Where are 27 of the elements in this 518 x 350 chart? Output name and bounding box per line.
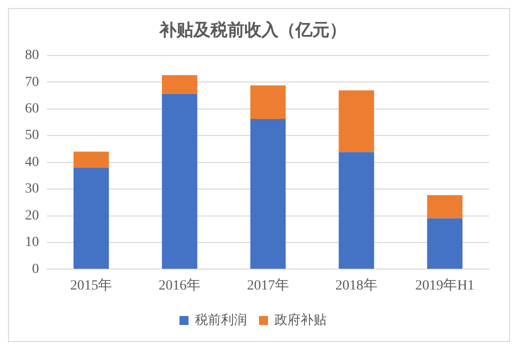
- legend-label: 税前利润: [195, 312, 247, 328]
- y-tick-label: 30: [25, 182, 39, 197]
- y-tick-label: 70: [25, 74, 39, 90]
- chart-title: 补贴及税前收入（亿元）: [158, 20, 346, 41]
- bar: [250, 119, 286, 269]
- y-tick-label: 80: [25, 48, 39, 64]
- bar: [250, 85, 286, 120]
- x-tick-label: 2018年: [335, 277, 378, 294]
- bar: [74, 168, 109, 269]
- bar: [338, 152, 374, 269]
- bar: [427, 218, 462, 269]
- y-tick-label: 20: [25, 208, 39, 224]
- y-tick-label: 0: [32, 262, 39, 277]
- legend-label: 政府补贴: [274, 312, 326, 328]
- bar: [162, 75, 198, 94]
- bar: [74, 152, 109, 168]
- y-tick-label: 40: [25, 154, 39, 170]
- x-tick-label: 2017年: [247, 277, 289, 294]
- bar: [427, 195, 462, 218]
- y-tick-label: 50: [25, 128, 39, 144]
- bar: [338, 90, 374, 152]
- y-tick-label: 60: [25, 102, 39, 117]
- x-tick-label: 2015年: [70, 277, 112, 294]
- x-tick-label: 2016年: [158, 277, 201, 294]
- x-tick-label: 2019年H1: [415, 277, 474, 294]
- bar: [162, 94, 198, 269]
- y-tick-label: 10: [25, 235, 39, 250]
